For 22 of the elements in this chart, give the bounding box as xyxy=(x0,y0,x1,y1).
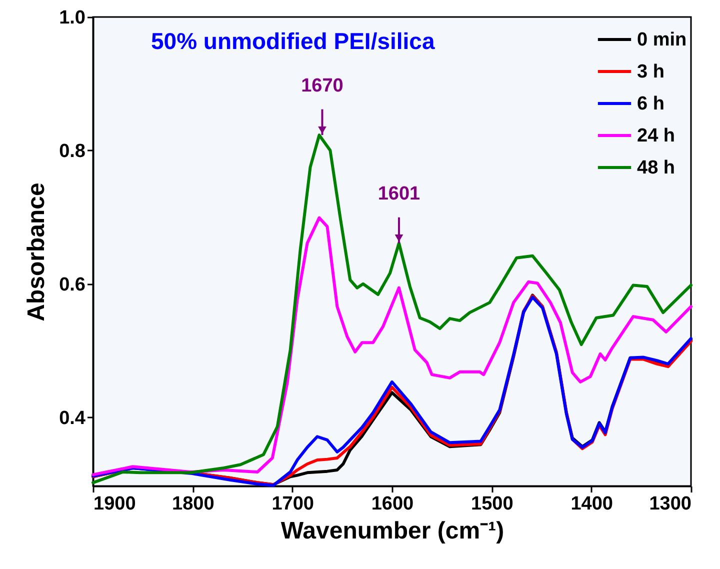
x-tick-label: 1800 xyxy=(172,494,214,514)
x-tick-label: 1400 xyxy=(570,494,613,514)
x-axis-title: Wavenumber (cm⁻¹) xyxy=(280,518,504,544)
y-tick-label: 0.4 xyxy=(59,408,86,429)
legend-label: 0 min xyxy=(637,30,687,50)
legend-label: 3 h xyxy=(637,62,664,82)
x-tick-label: 1900 xyxy=(94,494,136,514)
x-tick-label: 1500 xyxy=(471,494,514,514)
annotation: 1670 xyxy=(301,75,344,96)
legend-label: 24 h xyxy=(637,126,676,146)
line-series xyxy=(92,216,692,476)
text: 50% unmodified PEI/silica xyxy=(151,28,435,54)
x-tick-label: 1300 xyxy=(649,494,692,514)
annotation: 1601 xyxy=(378,183,421,204)
y-tick-label: 1.0 xyxy=(59,8,86,28)
legend-label: 48 h xyxy=(637,158,676,178)
x-tick-label: 1700 xyxy=(272,494,314,514)
x-tick-label: 1600 xyxy=(371,494,414,514)
legend-label: 6 h xyxy=(637,94,664,114)
y-axis-title: Absorbance xyxy=(23,182,50,322)
y-tick-label: 0.6 xyxy=(59,274,86,296)
y-tick-label: 0.8 xyxy=(59,140,86,162)
